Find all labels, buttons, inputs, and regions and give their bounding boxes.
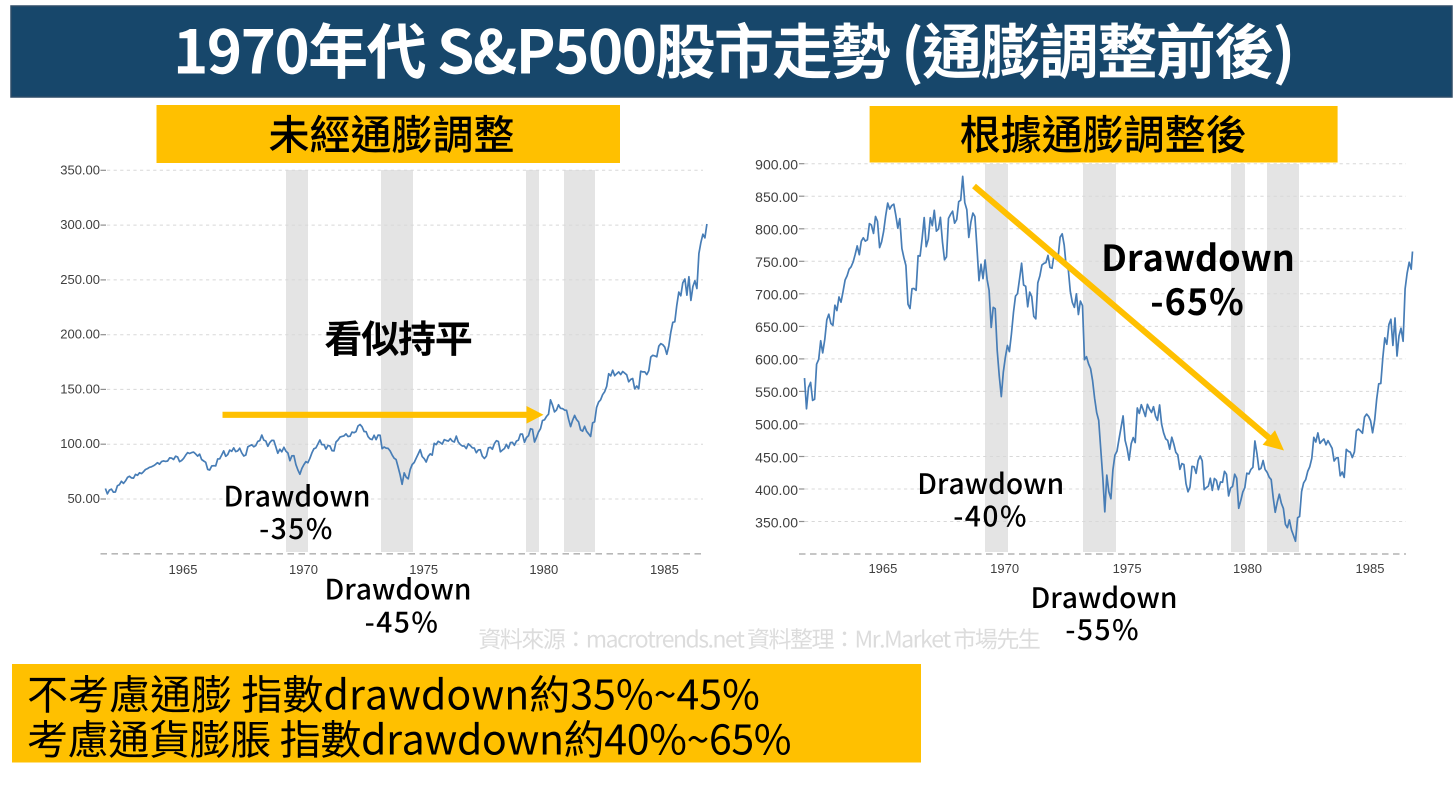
svg-text:1975: 1975	[409, 562, 438, 577]
svg-text:900.00: 900.00	[755, 157, 798, 173]
svg-text:150.00: 150.00	[60, 381, 100, 396]
svg-text:350.00: 350.00	[60, 162, 100, 177]
svg-text:400.00: 400.00	[755, 482, 798, 498]
svg-text:1980: 1980	[529, 562, 558, 577]
svg-text:550.00: 550.00	[755, 384, 798, 400]
svg-text:750.00: 750.00	[755, 254, 798, 270]
svg-text:1975: 1975	[1113, 561, 1142, 576]
svg-text:700.00: 700.00	[755, 287, 798, 303]
svg-text:850.00: 850.00	[755, 189, 798, 205]
svg-text:50.00: 50.00	[67, 491, 100, 506]
svg-text:350.00: 350.00	[755, 514, 798, 530]
svg-text:1970: 1970	[990, 561, 1019, 576]
svg-text:250.00: 250.00	[60, 272, 100, 287]
svg-text:1970: 1970	[289, 562, 318, 577]
svg-text:1965: 1965	[169, 562, 198, 577]
svg-text:200.00: 200.00	[60, 327, 100, 342]
svg-text:1965: 1965	[868, 561, 897, 576]
svg-text:1985: 1985	[1356, 561, 1385, 576]
svg-text:450.00: 450.00	[755, 449, 798, 465]
svg-text:800.00: 800.00	[755, 222, 798, 238]
svg-text:500.00: 500.00	[755, 417, 798, 433]
svg-text:650.00: 650.00	[755, 319, 798, 335]
svg-text:100.00: 100.00	[60, 436, 100, 451]
svg-text:300.00: 300.00	[60, 217, 100, 232]
svg-text:1985: 1985	[650, 562, 679, 577]
svg-text:1980: 1980	[1233, 561, 1262, 576]
svg-text:600.00: 600.00	[755, 352, 798, 368]
